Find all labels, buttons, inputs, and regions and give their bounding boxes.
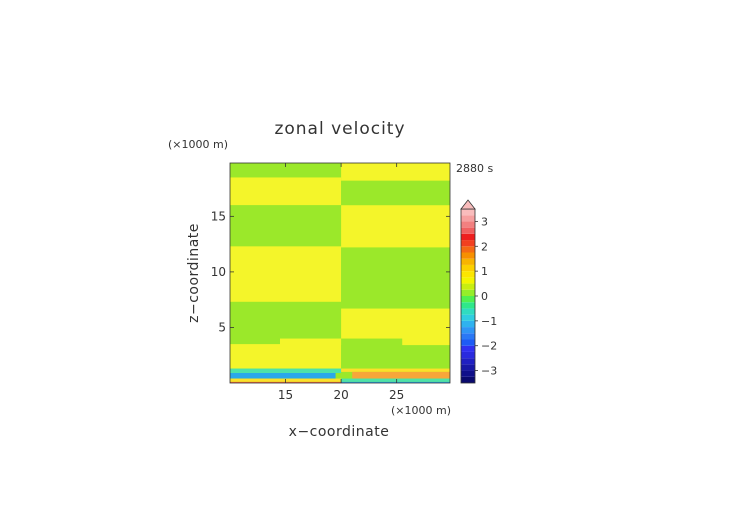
contour-region <box>341 205 450 248</box>
contour-region <box>280 338 342 349</box>
contour-region <box>341 378 450 382</box>
y-tick-label: 10 <box>211 265 226 279</box>
x-tick-label: 15 <box>278 388 293 402</box>
chart-title: zonal velocity <box>274 119 405 139</box>
y-tick-label: 15 <box>211 209 226 223</box>
time-label: 2880 s <box>456 162 493 175</box>
colorbar-tick-label: 0 <box>481 290 488 303</box>
contour-region <box>230 177 342 206</box>
contour-region <box>341 247 450 309</box>
colorbar-tick-label: −3 <box>481 365 497 378</box>
colorbar-band <box>461 364 475 371</box>
plot-frame <box>229 162 451 384</box>
colorbar-band <box>461 221 475 228</box>
colorbar-band <box>461 351 475 359</box>
colorbar-band <box>461 252 475 259</box>
contour-region <box>230 163 342 178</box>
contour-region <box>230 246 342 302</box>
colorbar-band <box>461 209 475 216</box>
colorbar-tick-label: −1 <box>481 315 497 328</box>
colorbar-tick-label: 1 <box>481 265 488 278</box>
contour-region <box>230 373 336 379</box>
x-axis: 15 20 25 <box>278 163 404 402</box>
colorbar-tick-label: 3 <box>481 215 488 228</box>
contour-region <box>230 301 342 345</box>
colorbar-band <box>461 314 475 321</box>
y-axis-label: z−coordinate <box>186 223 202 323</box>
contour-region <box>341 345 450 369</box>
colorbar-band <box>461 271 475 278</box>
contour-region <box>341 163 450 181</box>
x-tick-label: 25 <box>389 388 404 402</box>
colorbar-band <box>461 302 475 309</box>
colorbar-band <box>461 376 475 383</box>
colorbar-band <box>461 289 475 296</box>
colorbar-band <box>461 240 475 247</box>
colorbar-band <box>461 320 475 328</box>
colorbar-band <box>461 233 475 241</box>
colorbar-tick-label: 2 <box>481 240 488 253</box>
contour-region <box>341 338 403 349</box>
colorbar-band <box>461 333 475 340</box>
y-unit-label: (×1000 m) <box>168 138 228 151</box>
contour-region <box>230 368 342 373</box>
contour-region <box>230 205 342 247</box>
y-tick-label: 5 <box>218 320 226 334</box>
colorbar-band <box>461 308 475 315</box>
colorbar-band <box>461 246 475 253</box>
colorbar-band <box>461 215 475 222</box>
colorbar-band <box>461 264 475 272</box>
colorbar-band <box>461 358 475 365</box>
colorbar-extend-arrow <box>460 199 476 210</box>
y-axis: 5 10 15 <box>211 209 450 334</box>
colorbar-band <box>461 339 475 346</box>
colorbar-band <box>461 277 475 284</box>
colorbar-band <box>461 327 475 334</box>
x-tick-label: 20 <box>333 388 348 402</box>
colorbar: 3 2 1 0 −1 −2 −3 <box>460 199 497 384</box>
colorbar-band <box>461 227 475 234</box>
colorbar-band <box>461 258 475 265</box>
plot-area <box>229 162 451 384</box>
contour-region <box>341 180 450 206</box>
colorbar-band <box>461 345 475 352</box>
colorbar-band <box>461 296 475 303</box>
colorbar-band <box>461 283 475 290</box>
x-axis-label: x−coordinate <box>289 424 390 440</box>
contour-region <box>341 368 450 372</box>
x-unit-label: (×1000 m) <box>391 404 451 417</box>
contour-region <box>341 381 450 383</box>
contour-region <box>352 371 450 379</box>
colorbar-band <box>461 370 475 377</box>
colorbar-tick-label: −2 <box>481 340 497 353</box>
